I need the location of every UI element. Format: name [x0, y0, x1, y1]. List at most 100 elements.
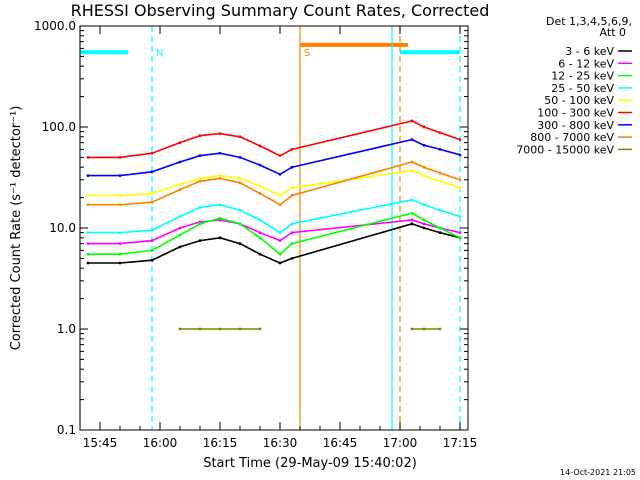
chart-title: RHESSI Observing Summary Count Rates, Co… [71, 1, 490, 20]
x-tick-label: 16:15 [203, 436, 238, 450]
data-point [178, 183, 182, 186]
data-point [258, 231, 262, 235]
y-axis-label: Corrected Count Rate (s⁻¹ detector⁻¹) [9, 106, 24, 351]
legend-label: 7000 - 15000 keV [516, 143, 614, 156]
x-tick-label: 16:30 [263, 436, 298, 450]
data-point [290, 148, 294, 151]
data-point [150, 192, 154, 195]
x-tick-label: 16:45 [323, 436, 358, 450]
data-point [258, 144, 262, 148]
y-axis: 0.1 1.0 10.0 100.0 1000.0 [34, 19, 468, 437]
x-tick-label: 17:00 [383, 436, 418, 450]
data-point [86, 252, 90, 256]
x-tick-label: 15:45 [83, 436, 118, 450]
data-point [218, 174, 222, 178]
data-point [410, 138, 414, 142]
data-point [86, 156, 90, 159]
data-point [410, 222, 414, 226]
data-point [438, 179, 442, 183]
legend-label: 12 - 25 keV [551, 70, 614, 83]
data-point [278, 231, 282, 235]
data-point [258, 252, 262, 256]
data-point [198, 327, 202, 331]
data-point [238, 135, 242, 139]
data-point [118, 231, 122, 235]
data-point [458, 178, 462, 182]
legend-label: 800 - 7000 keV [530, 131, 614, 144]
data-point [290, 194, 294, 197]
data-point [150, 151, 154, 155]
data-point [198, 134, 202, 138]
data-point [150, 200, 154, 204]
annotation-n: N [156, 48, 163, 59]
series-line-3-0 [88, 198, 461, 234]
y-tick-label: 10.0 [49, 221, 76, 235]
data-point [178, 233, 182, 237]
data-point [278, 252, 282, 256]
data-point [178, 215, 182, 218]
data-point [198, 154, 202, 158]
data-point [86, 231, 90, 235]
data-point [422, 222, 426, 226]
data-point [278, 172, 282, 176]
data-point [238, 327, 242, 331]
data-point [118, 252, 122, 256]
data-point [150, 249, 154, 252]
y-tick-label: 1000.0 [34, 19, 76, 33]
legend-label: 3 - 6 keV [565, 45, 614, 58]
data-point [218, 176, 222, 180]
data-point [438, 148, 442, 151]
data-point [458, 153, 462, 157]
data-point [438, 327, 442, 331]
data-point [178, 226, 182, 230]
data-point [278, 239, 282, 243]
data-point [198, 179, 202, 183]
data-point [438, 226, 442, 230]
data-point [198, 176, 202, 180]
data-point [238, 176, 242, 180]
data-point [178, 188, 182, 191]
data-point [438, 231, 442, 235]
y-tick-label: 0.1 [57, 423, 76, 437]
legend-label: 50 - 100 keV [544, 94, 614, 107]
data-point [278, 154, 282, 158]
data-point [198, 239, 202, 243]
data-point [178, 245, 182, 249]
data-point [422, 125, 426, 129]
data-point [178, 160, 182, 164]
data-point [290, 165, 294, 169]
data-point [150, 258, 154, 262]
data-point [118, 156, 122, 159]
data-point [118, 174, 122, 178]
data-point [278, 194, 282, 197]
data-point [218, 236, 222, 240]
data-point [118, 261, 122, 265]
data-point [458, 236, 462, 240]
data-point [422, 203, 426, 207]
y-tick-label: 1.0 [57, 322, 76, 336]
data-point [258, 163, 262, 167]
data-point [238, 156, 242, 159]
x-axis: 15:45 16:00 16:15 16:30 16:45 17:00 17:15 [79, 26, 477, 450]
data-point [290, 257, 294, 260]
data-point [198, 222, 202, 226]
data-point [290, 222, 294, 226]
series-line-4-0 [88, 169, 461, 197]
series-line-7-0 [88, 161, 461, 206]
detector-info-line-2: Att 0 [600, 26, 626, 39]
y-tick-label: 100.0 [42, 120, 76, 134]
data-point [198, 220, 202, 224]
data-point [258, 218, 262, 222]
data-point [86, 261, 90, 265]
detector-info-line-1: Det 1,3,4,5,6,9, [546, 15, 632, 28]
data-point [458, 138, 462, 142]
data-point [86, 203, 90, 207]
data-point [150, 228, 154, 232]
data-point [150, 239, 154, 243]
series-line-6-0 [88, 138, 461, 177]
legend-label: 300 - 800 keV [537, 119, 614, 132]
series-line-2-0 [88, 212, 461, 256]
data-point [458, 231, 462, 235]
